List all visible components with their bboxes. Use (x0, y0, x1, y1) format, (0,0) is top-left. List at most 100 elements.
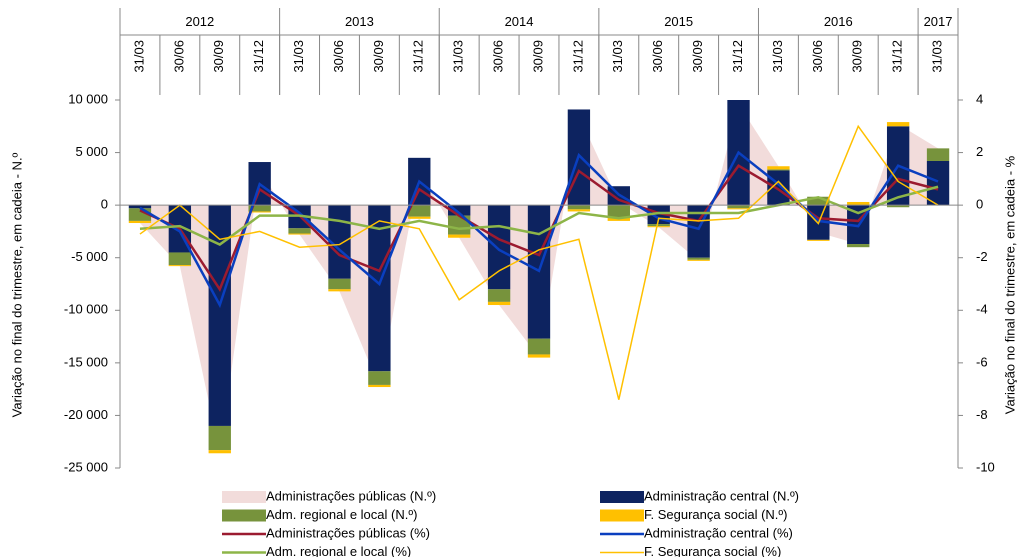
y-tick-label: 0 (101, 197, 108, 212)
legend-swatch (600, 491, 644, 503)
bar (807, 196, 830, 206)
bar (208, 450, 231, 454)
y2-tick-label: -8 (976, 407, 988, 422)
bar (727, 205, 750, 209)
bar (448, 215, 471, 235)
year-label: 2016 (824, 14, 853, 29)
y2-tick-label: -2 (976, 249, 988, 264)
x-tick-label: 31/03 (291, 40, 306, 73)
bar (607, 205, 630, 218)
y2-tick-label: -10 (976, 459, 995, 474)
bar (687, 257, 710, 260)
bar (288, 228, 311, 234)
legend-swatch (222, 509, 266, 522)
y-tick-label: -20 000 (64, 407, 108, 422)
x-tick-label: 31/12 (730, 40, 745, 73)
bar (128, 205, 152, 209)
bar (527, 354, 551, 358)
legend-label: Adm. regional e local (N.º) (266, 507, 417, 522)
legend-label: Administração central (N.º) (644, 488, 799, 503)
bar (926, 160, 950, 206)
legend-label: Administrações públicas (N.º) (266, 488, 436, 503)
x-tick-label: 30/06 (171, 40, 186, 73)
y-tick-label: -15 000 (64, 354, 108, 369)
bar (368, 371, 391, 385)
bar (767, 169, 790, 171)
bar (487, 301, 511, 306)
legend-label: Administração central (%) (644, 525, 793, 540)
bar (847, 201, 870, 206)
bar (567, 205, 591, 210)
x-tick-label: 31/12 (411, 40, 426, 73)
legend-label: Adm. regional e local (%) (266, 544, 411, 557)
y-tick-label: -25 000 (64, 459, 108, 474)
bar (328, 278, 351, 290)
bar (687, 259, 710, 261)
bar (807, 239, 830, 241)
x-tick-label: 30/06 (650, 40, 665, 73)
x-tick-label: 31/03 (770, 40, 785, 73)
bar (767, 166, 790, 170)
year-label: 2013 (345, 14, 374, 29)
x-tick-label: 30/09 (690, 40, 705, 73)
legend-label: Administrações públicas (%) (266, 525, 430, 540)
year-label: 2014 (505, 14, 534, 29)
x-tick-label: 31/12 (570, 40, 585, 73)
bar (527, 338, 551, 355)
bar (208, 425, 231, 451)
bar (886, 205, 910, 208)
y2-tick-label: 0 (976, 197, 983, 212)
bar (408, 205, 431, 217)
bar (328, 205, 351, 279)
bar (567, 209, 591, 212)
y2-tick-label: -6 (976, 354, 988, 369)
legend-label: F. Segurança social (%) (644, 544, 781, 557)
y-tick-label: -10 000 (64, 302, 108, 317)
year-label: 2015 (664, 14, 693, 29)
year-label: 2012 (185, 14, 214, 29)
y-tick-label: 5 000 (75, 144, 108, 159)
bar (647, 226, 670, 228)
x-tick-label: 31/12 (890, 40, 905, 73)
y-tick-label: -5 000 (71, 249, 108, 264)
bar (128, 220, 152, 224)
bar (288, 233, 311, 235)
x-tick-label: 31/03 (131, 40, 146, 73)
y2-tick-label: 2 (976, 144, 983, 159)
bar (248, 211, 271, 213)
y-tick-label: 10 000 (68, 91, 108, 106)
x-tick-label: 30/09 (371, 40, 386, 73)
legend-swatch (222, 491, 266, 503)
bar (847, 244, 870, 248)
y2-axis-title: Variação no final do trimestre, em cadei… (1002, 155, 1017, 414)
x-tick-label: 30/09 (530, 40, 545, 73)
x-tick-label: 30/09 (850, 40, 865, 73)
x-tick-label: 31/03 (929, 40, 944, 73)
bar (647, 224, 670, 227)
line (139, 124, 939, 400)
bar (727, 208, 750, 210)
legend-label: F. Segurança social (N.º) (644, 507, 787, 522)
bar (248, 205, 271, 212)
bar (208, 205, 231, 426)
x-tick-label: 30/09 (211, 40, 226, 73)
x-tick-label: 31/12 (251, 40, 266, 73)
x-tick-label: 31/03 (451, 40, 466, 73)
bar (448, 234, 471, 238)
bar (487, 289, 511, 302)
y2-tick-label: 4 (976, 91, 983, 106)
legend-swatch (600, 509, 644, 522)
bar (448, 205, 471, 216)
x-tick-label: 30/06 (491, 40, 506, 73)
bar (328, 289, 351, 292)
y-axis-title: Variação no final do trimestre, em cadei… (9, 152, 24, 417)
bar (168, 252, 192, 266)
x-tick-label: 31/03 (610, 40, 625, 73)
bar (368, 384, 391, 388)
bar (368, 205, 391, 372)
bar (886, 122, 910, 127)
x-tick-label: 30/06 (331, 40, 346, 73)
bar (168, 265, 192, 267)
bar (926, 148, 950, 161)
